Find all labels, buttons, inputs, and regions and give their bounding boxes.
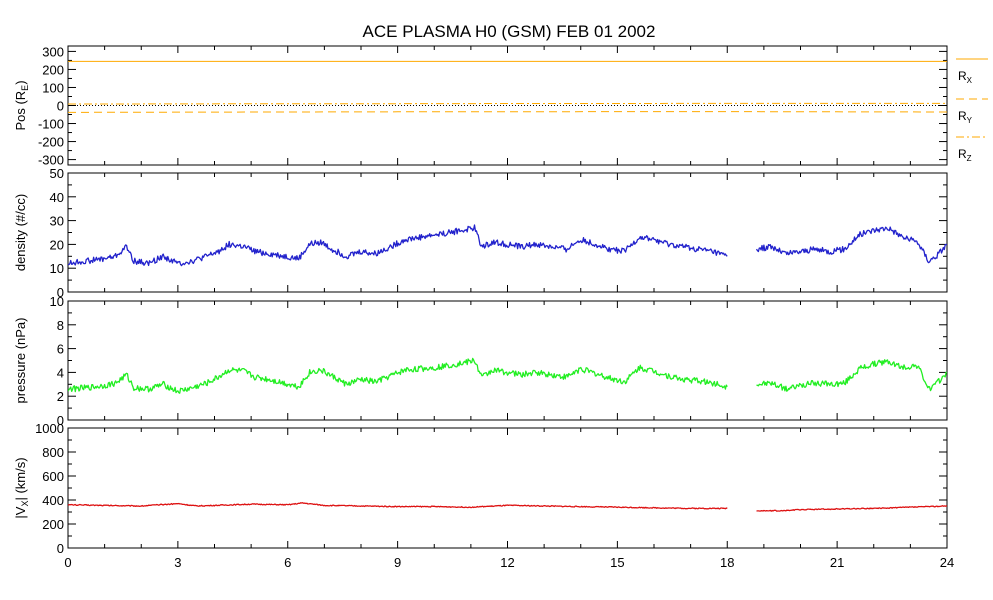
y-tick-label: -100 <box>38 117 64 132</box>
y-tick-label: 0 <box>57 413 64 428</box>
data-layer <box>68 60 947 113</box>
series-line-ry <box>68 111 947 113</box>
y-axis-label-text: |V <box>13 506 28 518</box>
pressure-series-1 <box>756 359 947 392</box>
legend-label-sub: Y <box>967 116 973 125</box>
data-layer <box>68 502 947 512</box>
y-axis-label-sub: E <box>20 85 30 91</box>
y-tick-label: 10 <box>50 261 64 276</box>
plot-frame <box>67 300 948 421</box>
y-tick-label: 20 <box>50 237 64 252</box>
legend-label: RZ <box>958 147 972 163</box>
velocity-series-1 <box>756 505 947 512</box>
legend-label: RY <box>958 109 973 125</box>
legend-label-name: R <box>958 147 967 161</box>
legend-label-name: R <box>958 69 967 83</box>
x-tick-label: 9 <box>394 555 401 570</box>
plot-frame <box>67 427 948 549</box>
density-series-0 <box>68 224 728 267</box>
x-tick-label: 3 <box>174 555 181 570</box>
y-tick-label: 4 <box>57 365 64 380</box>
y-axis-label-text: Pos (R <box>13 91 28 131</box>
y-tick-label: 30 <box>50 214 64 229</box>
y-tick-label: 1000 <box>35 421 64 436</box>
y-tick-label: 6 <box>57 342 64 357</box>
y-axis-label-sub: X <box>20 501 30 507</box>
y-tick-label: 0 <box>57 541 64 556</box>
y-tick-label: 200 <box>42 517 64 532</box>
y-tick-label: 800 <box>42 445 64 460</box>
x-tick-label: 6 <box>284 555 291 570</box>
y-tick-label: 10 <box>50 294 64 309</box>
x-tick-label: 12 <box>500 555 514 570</box>
y-axis-label: Pos (RE) <box>13 80 30 130</box>
y-tick-label: 40 <box>50 190 64 205</box>
data-layer <box>68 357 947 394</box>
y-axis-label: pressure (nPa) <box>13 318 28 404</box>
panel-velocity: 1000 800 600 400 200 0 |VX| (km/s) <box>13 421 948 556</box>
y-tick-label: 50 <box>50 166 64 181</box>
y-axis-label: density (#/cc) <box>13 194 28 271</box>
x-tick-label: 24 <box>940 555 954 570</box>
legend-label-name: R <box>958 109 967 123</box>
velocity-series-0 <box>68 502 728 510</box>
pressure-series-0 <box>68 357 728 394</box>
y-tick-label: 300 <box>42 44 64 59</box>
legend-label: RX <box>958 69 973 85</box>
y-axis-label: |VX| (km/s) <box>13 457 30 518</box>
x-tick-label: 15 <box>610 555 624 570</box>
plot-frame <box>67 172 948 293</box>
x-tick-label: 18 <box>720 555 734 570</box>
data-layer <box>68 224 947 267</box>
series-line-rz <box>68 102 947 105</box>
y-tick-label: -200 <box>38 135 64 150</box>
y-tick-label: 8 <box>57 318 64 333</box>
y-axis-label-end: ) <box>13 80 28 84</box>
y-axis-label-end: | (km/s) <box>13 457 28 500</box>
density-series-1 <box>755 226 947 264</box>
y-tick-label: 2 <box>57 389 64 404</box>
y-tick-label: 200 <box>42 62 64 77</box>
y-axis-label-text: density (#/cc) <box>13 194 28 271</box>
y-tick-label: 400 <box>42 493 64 508</box>
y-tick-label: 100 <box>42 80 64 95</box>
panel-pressure: 10 8 6 4 2 0 pressure (nPa) <box>13 294 948 428</box>
y-tick-label: 600 <box>42 469 64 484</box>
y-axis-label-text: pressure (nPa) <box>13 318 28 404</box>
y-tick-label: 0 <box>57 99 64 114</box>
x-tick-label: 21 <box>830 555 844 570</box>
legend-label-sub: X <box>967 76 973 85</box>
y-tick-label: -300 <box>38 153 64 168</box>
x-tick-label: 0 <box>64 555 71 570</box>
y-tick-label: 0 <box>57 285 64 300</box>
chart-title: ACE PLASMA H0 (GSM) FEB 01 2002 <box>363 22 656 41</box>
panel-density: 50 40 30 20 10 0 density (#/cc) <box>13 166 948 300</box>
legend-label-sub: Z <box>967 154 972 163</box>
